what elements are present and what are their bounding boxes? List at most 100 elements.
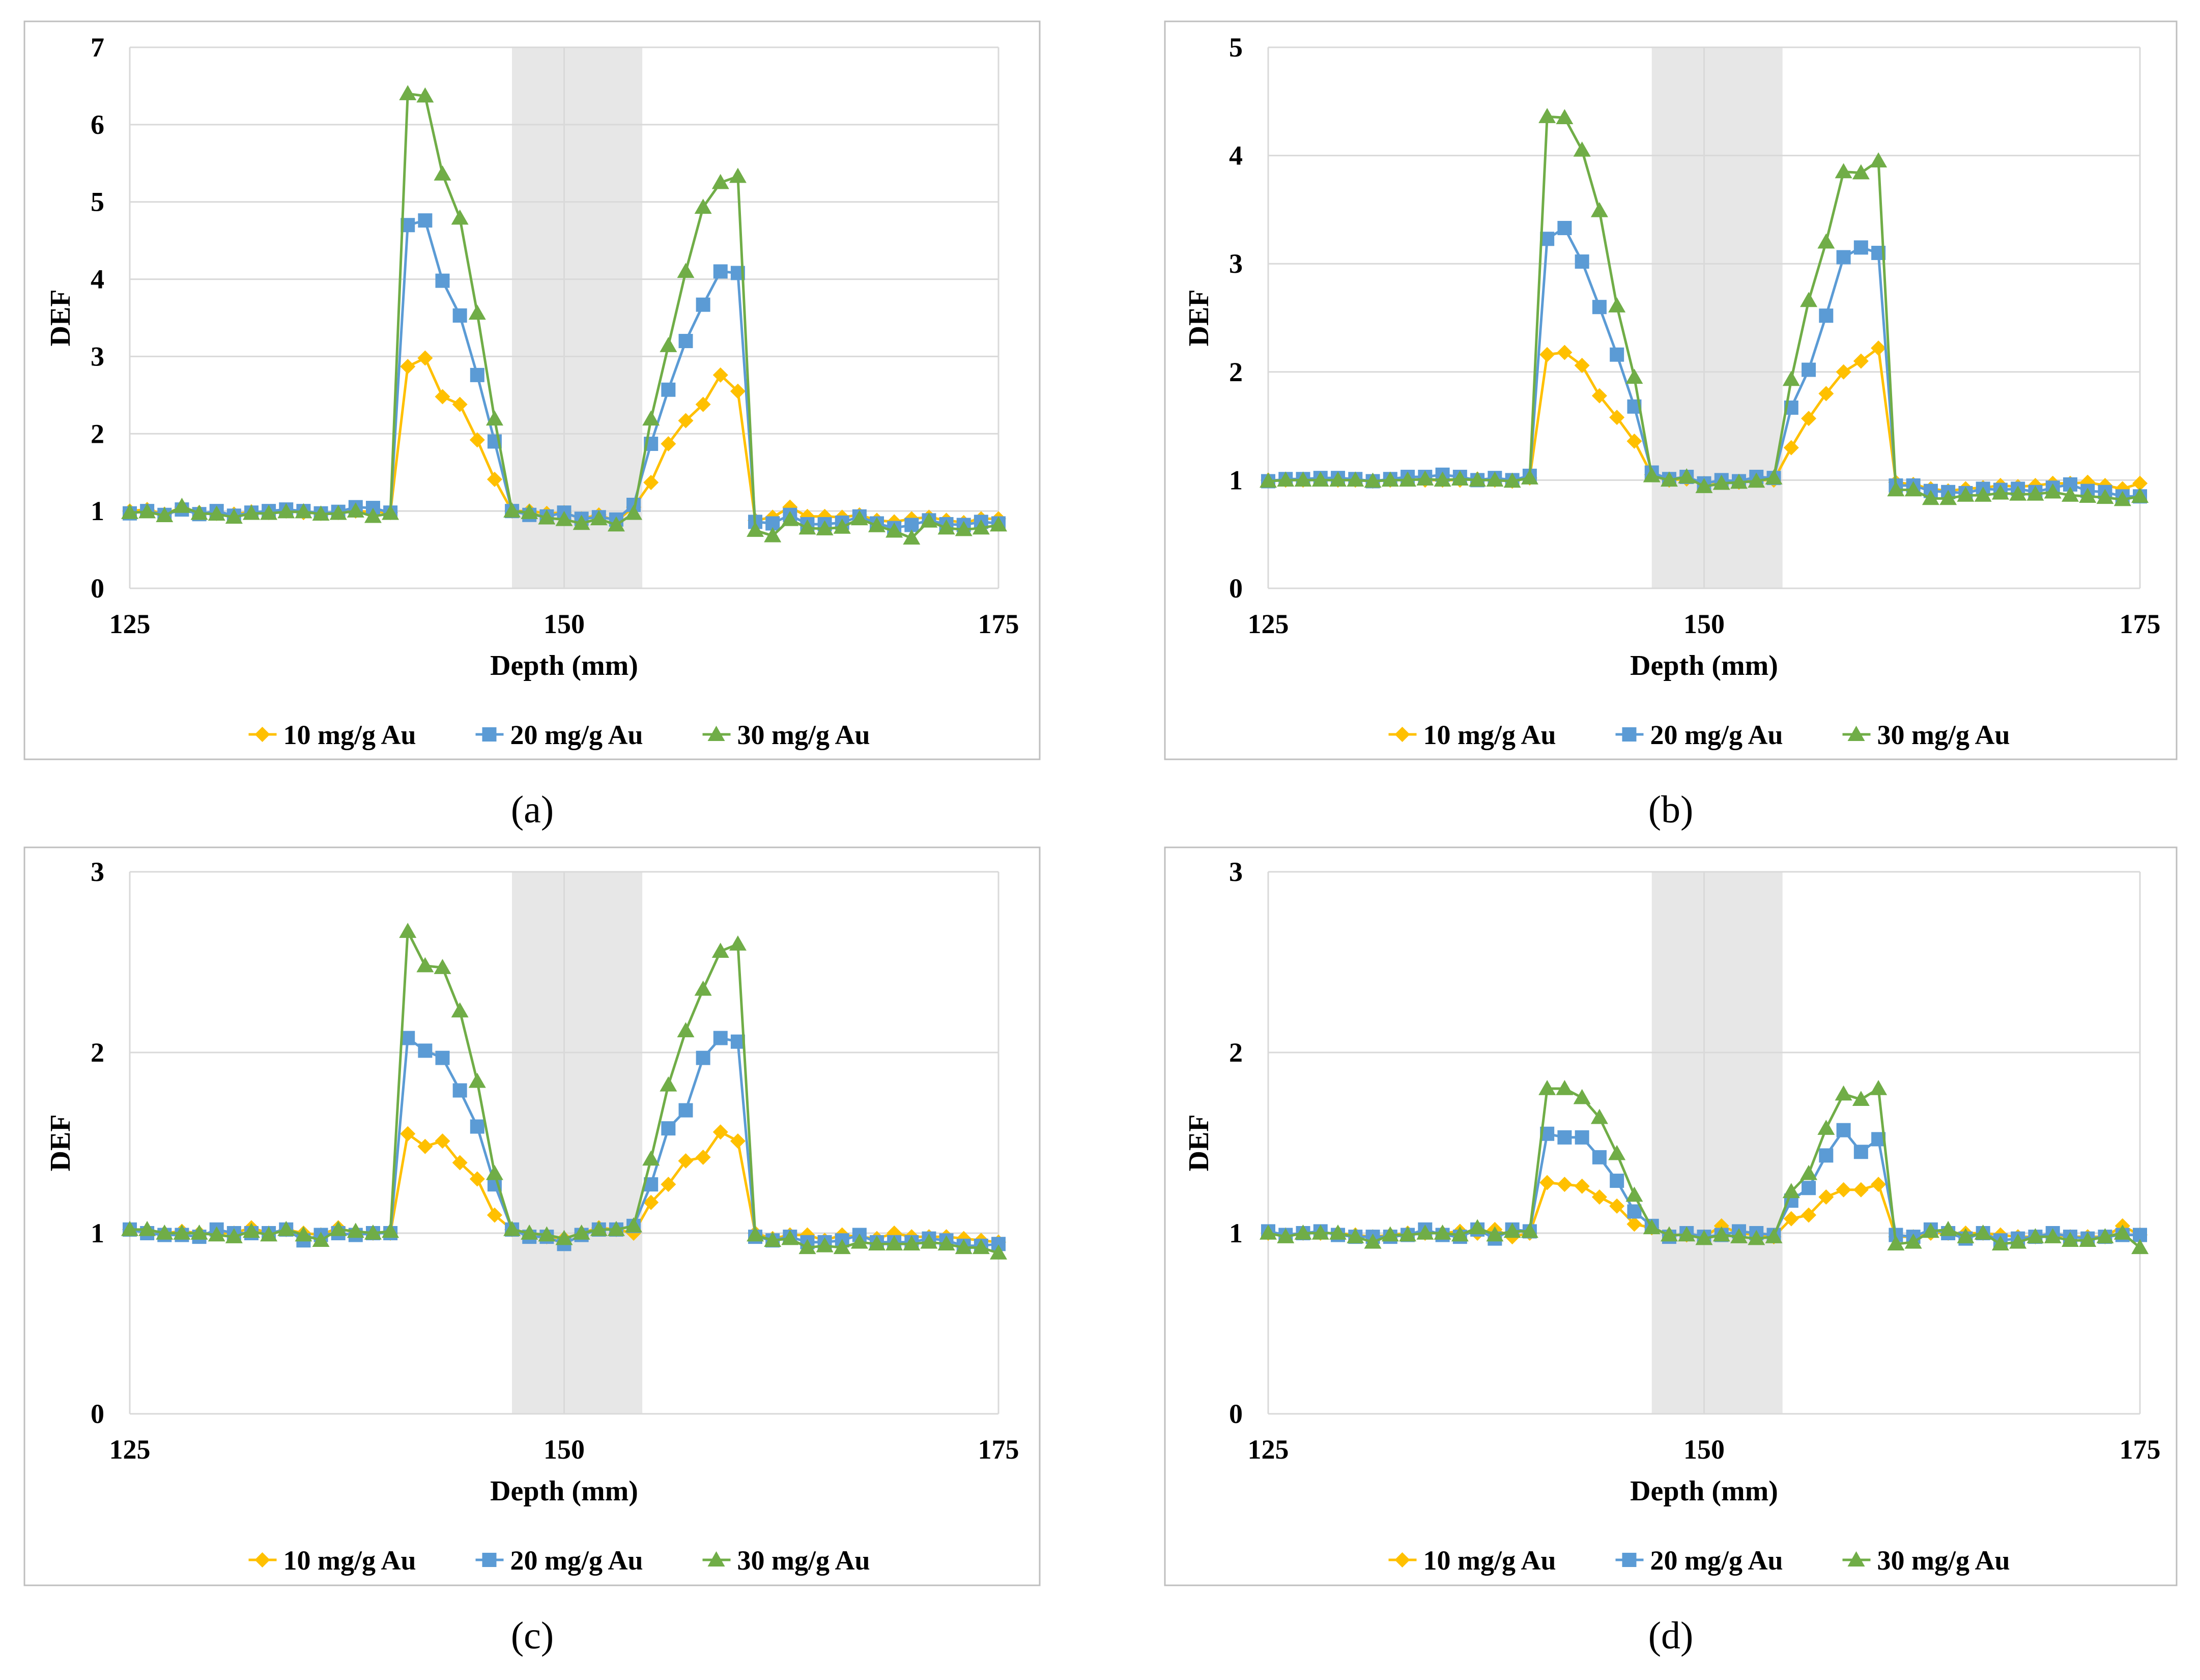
data-point-square: [1557, 221, 1572, 236]
data-point-triangle: [329, 1220, 347, 1236]
data-point-diamond: [712, 1124, 728, 1140]
panel-label: (b): [1648, 788, 1694, 831]
chart-panel-1: 0 1 2 3 4 5 6 7 125 150 175 DEF Depth (mm) 10 mg/g Au…: [23, 20, 1041, 760]
y-tick-label: 5: [1229, 32, 1243, 63]
data-point-triangle: [190, 504, 208, 520]
legend-label: 30 mg/g Au: [737, 720, 870, 750]
data-point-triangle: [277, 1220, 295, 1236]
data-point-triangle: [312, 505, 330, 521]
data-point-diamond: [1539, 1175, 1555, 1190]
data-point-triangle: [2009, 1233, 2027, 1249]
y-tick-label: 0: [1229, 573, 1243, 604]
x-tick-label: 150: [1683, 609, 1725, 639]
data-point-triangle: [538, 509, 556, 525]
data-point-square: [418, 213, 433, 228]
data-point-triangle: [1294, 1225, 1312, 1240]
data-point-triangle: [521, 1225, 538, 1240]
data-point-triangle: [868, 1235, 886, 1251]
data-point-square: [1819, 1148, 1834, 1163]
data-point-triangle: [1469, 1219, 1487, 1235]
data-point-triangle: [1434, 1225, 1451, 1240]
x-tick-label: 175: [2120, 1434, 2161, 1465]
data-point-triangle: [1590, 1108, 1608, 1124]
data-point-triangle: [416, 957, 434, 973]
data-point-triangle: [850, 1233, 868, 1249]
data-point-triangle: [1399, 1226, 1417, 1242]
data-point-triangle: [295, 1226, 312, 1242]
data-point-square: [661, 382, 676, 397]
y-tick-label: 3: [1229, 248, 1243, 279]
legend-label: 10 mg/g Au: [283, 720, 416, 750]
data-point-square: [1575, 1130, 1589, 1145]
x-axis-label: Depth (mm): [490, 650, 638, 681]
data-point-triangle: [555, 1230, 573, 1245]
data-point-triangle: [711, 174, 729, 189]
data-point-triangle: [468, 304, 486, 320]
data-point-triangle: [434, 165, 451, 181]
data-point-square: [713, 1031, 728, 1045]
data-point-triangle: [1678, 1226, 1696, 1242]
legend-marker-triangle: [1847, 1551, 1865, 1567]
data-point-triangle: [1870, 1080, 1888, 1095]
data-point-triangle: [225, 1228, 243, 1243]
data-point-triangle: [2009, 486, 2027, 501]
data-point-diamond: [1836, 1182, 1851, 1198]
panel-label: (c): [511, 1614, 554, 1657]
data-point-diamond: [1609, 410, 1625, 425]
data-point-triangle: [885, 1235, 903, 1251]
data-point-triangle: [1904, 1233, 1922, 1249]
data-point-triangle: [1695, 478, 1713, 493]
data-point-triangle: [503, 1220, 521, 1236]
data-point-triangle: [382, 1222, 399, 1238]
data-point-diamond: [695, 396, 711, 412]
data-point-triangle: [1835, 1085, 1852, 1101]
x-tick-label: 175: [978, 609, 1019, 639]
data-point-triangle: [1922, 490, 1939, 505]
data-point-triangle: [2044, 1228, 2062, 1243]
data-point-triangle: [416, 87, 434, 103]
x-tick-label: 150: [544, 1434, 585, 1465]
legend-marker-square: [1622, 727, 1637, 742]
shaded-region: [1651, 47, 1783, 588]
data-point-triangle: [694, 198, 712, 214]
data-point-triangle: [347, 502, 364, 518]
data-point-triangle: [1922, 1222, 1939, 1238]
data-point-triangle: [694, 980, 712, 996]
data-point-triangle: [816, 520, 834, 535]
data-point-triangle: [1451, 1226, 1469, 1242]
data-point-triangle: [2131, 1239, 2149, 1255]
data-point-triangle: [972, 519, 990, 535]
data-point-diamond: [1539, 347, 1555, 362]
data-point-square: [1802, 1181, 1816, 1195]
shaded-region: [1651, 872, 1783, 1414]
data-point-triangle: [1643, 467, 1661, 482]
y-tick-label: 5: [91, 187, 104, 217]
data-point-triangle: [295, 503, 312, 519]
y-tick-label: 3: [1229, 857, 1243, 887]
data-point-triangle: [1852, 164, 1870, 180]
data-point-triangle: [1416, 470, 1434, 486]
data-point-triangle: [1486, 471, 1504, 487]
data-point-triangle: [1556, 109, 1574, 124]
data-point-triangle: [868, 517, 886, 532]
data-point-triangle: [1991, 1235, 2009, 1251]
x-tick-label: 125: [109, 1434, 151, 1465]
data-point-triangle: [451, 1002, 469, 1018]
data-point-triangle: [190, 1225, 208, 1240]
y-tick-label: 1: [91, 1218, 104, 1248]
data-point-triangle: [729, 935, 747, 951]
data-point-triangle: [677, 1022, 695, 1038]
data-point-triangle: [972, 1239, 990, 1255]
data-point-triangle: [121, 1220, 138, 1236]
data-point-triangle: [260, 1226, 278, 1242]
data-point-triangle: [937, 1235, 955, 1251]
y-tick-label: 2: [1229, 357, 1243, 387]
data-point-square: [678, 1103, 693, 1118]
data-point-diamond: [1591, 388, 1607, 404]
data-point-triangle: [399, 85, 417, 100]
data-point-diamond: [417, 350, 433, 366]
data-point-square: [661, 1121, 676, 1136]
data-point-diamond: [1574, 358, 1590, 374]
data-point-triangle: [1817, 233, 1835, 249]
data-point-triangle: [1538, 108, 1556, 123]
